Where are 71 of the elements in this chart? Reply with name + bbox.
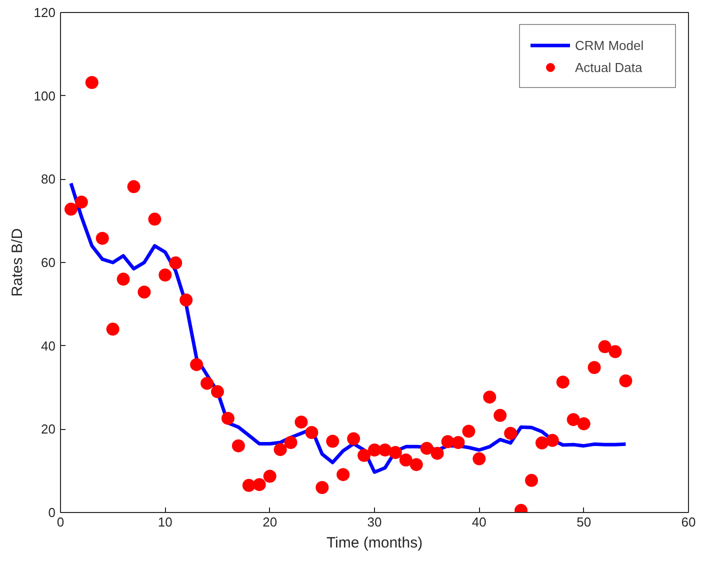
point	[608, 345, 622, 358]
y-axis-title: Rates B/D	[8, 228, 26, 297]
point	[305, 426, 318, 439]
x-tick-label: 20	[262, 514, 278, 530]
x-axis-title: Time (months)	[326, 534, 423, 552]
point	[74, 196, 88, 209]
point	[452, 436, 465, 449]
point	[504, 426, 518, 440]
point	[619, 374, 632, 388]
y-tick-label: 40	[41, 338, 56, 354]
point	[221, 412, 234, 425]
point	[410, 458, 423, 472]
point	[556, 376, 570, 389]
point	[525, 474, 538, 487]
point	[399, 454, 412, 466]
point	[138, 286, 151, 299]
point	[85, 76, 98, 89]
point	[106, 322, 120, 336]
x-tick-label: 40	[472, 514, 486, 530]
point	[378, 444, 392, 456]
y-tick-label: 0	[48, 505, 56, 520]
point	[127, 180, 140, 194]
point	[96, 232, 109, 245]
point	[169, 256, 182, 270]
point	[336, 468, 350, 482]
y-tick-label: 20	[41, 422, 56, 437]
y-tick-label: 60	[41, 255, 56, 270]
point	[472, 452, 486, 466]
point	[148, 212, 162, 226]
y-tick-label: 100	[34, 88, 56, 104]
point	[358, 448, 371, 462]
point	[116, 272, 130, 286]
point	[598, 340, 612, 354]
point	[588, 361, 601, 374]
point	[462, 424, 476, 438]
point	[294, 416, 308, 429]
point	[64, 202, 78, 216]
y-tick-label: 120	[34, 5, 56, 20]
point	[494, 408, 507, 422]
point	[232, 439, 245, 452]
point	[326, 434, 340, 448]
point	[430, 446, 444, 460]
legend-label: Actual Data	[575, 60, 644, 74]
x-tick-label: 50	[576, 514, 592, 530]
point	[546, 434, 559, 447]
y-tick-label: 80	[41, 172, 56, 187]
point	[441, 435, 454, 448]
point	[388, 446, 402, 459]
point	[252, 478, 266, 492]
x-tick-label: 10	[158, 514, 172, 530]
point	[347, 432, 360, 446]
point	[180, 294, 193, 306]
point	[483, 390, 496, 404]
point	[263, 470, 276, 483]
point	[368, 444, 381, 456]
line-series	[69, 182, 628, 474]
point	[190, 358, 204, 372]
point	[242, 478, 256, 492]
point	[274, 443, 287, 456]
point	[566, 413, 580, 426]
point	[316, 481, 329, 494]
point	[284, 436, 298, 449]
point	[577, 417, 590, 430]
point	[158, 268, 172, 282]
point	[535, 436, 548, 450]
point	[211, 385, 224, 398]
point	[420, 442, 434, 455]
x-tick-label: 60	[681, 514, 696, 530]
x-tick-label: 30	[367, 514, 382, 530]
point	[200, 376, 214, 390]
legend-label: CRM Model	[575, 38, 645, 52]
